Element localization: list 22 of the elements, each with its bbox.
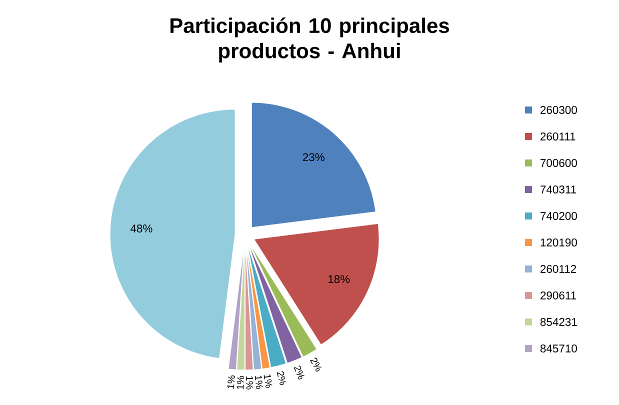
chart-title: Participación 10 principales productos - Anhui [170, 17, 450, 63]
data-label: 1% [236, 376, 244, 390]
legend-label: 845710 [540, 344, 577, 352]
data-label: 2% [310, 358, 322, 372]
legend-label: 740200 [540, 212, 577, 220]
data-label: 18% [328, 275, 350, 284]
data-label: 1% [264, 374, 272, 388]
legend-label: 700600 [540, 159, 577, 167]
data-label: 1% [227, 376, 236, 389]
data-label: 23% [302, 153, 324, 162]
legend-label: 854231 [540, 318, 577, 326]
data-label: 1% [246, 376, 254, 390]
legend-label: 120190 [540, 238, 577, 246]
data-label: 48% [130, 224, 152, 232]
legend-label: 740311 [540, 186, 576, 194]
data-label: 1% [254, 376, 263, 389]
legend-label: 260300 [540, 106, 577, 114]
legend-label: 290611 [540, 292, 576, 300]
legend-label: 260112 [540, 265, 576, 273]
legend-label: 260111 [540, 132, 576, 140]
data-label: 2% [276, 371, 286, 386]
data-label: 2% [294, 366, 304, 380]
